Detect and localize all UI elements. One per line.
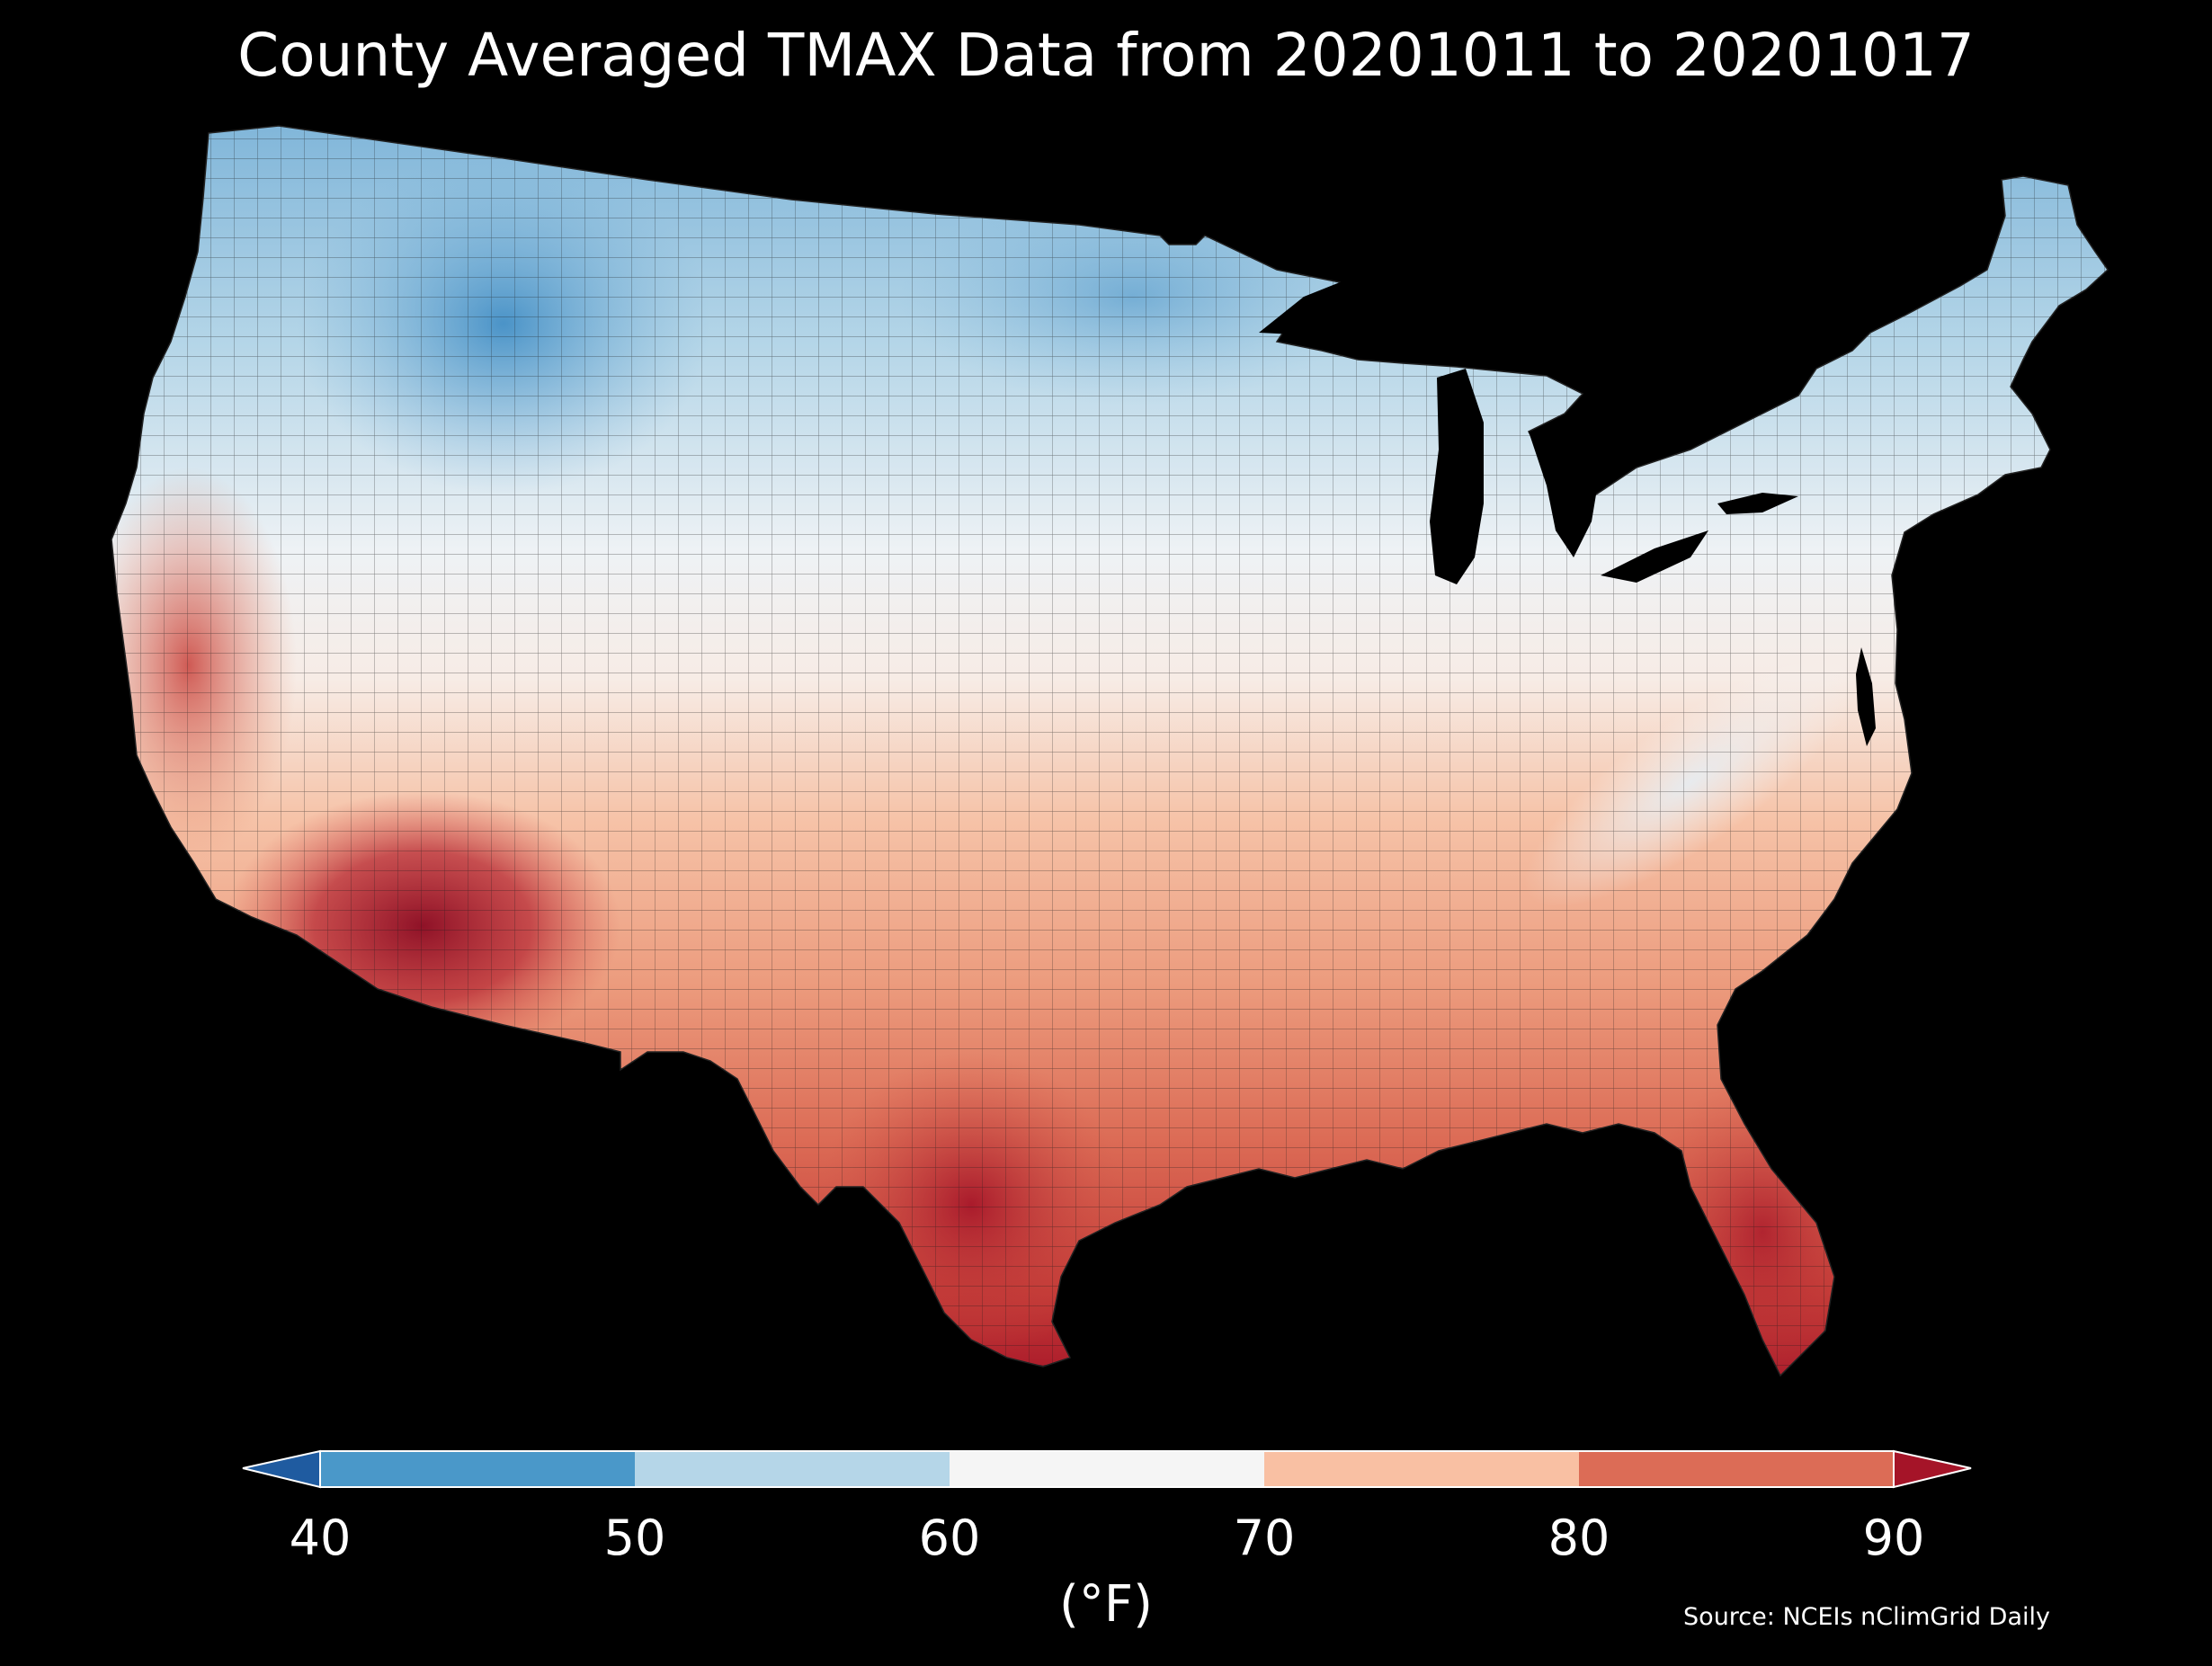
- colorbar-unit-label: (°F): [1059, 1575, 1153, 1634]
- lake-ontario: [1717, 493, 1798, 514]
- colorbar-bin-50-60: [635, 1451, 950, 1487]
- lake-erie: [1601, 530, 1708, 583]
- colorbar-over-arrow: [1893, 1449, 1972, 1489]
- colorbar-bin-70-80: [1264, 1451, 1579, 1487]
- chesapeake-bay: [1856, 647, 1876, 746]
- colorbar-bin-40-50: [320, 1451, 635, 1487]
- lake-superior: [1259, 279, 1385, 334]
- temperature-colorbar: [242, 1449, 1972, 1489]
- colorbar-tick-label: 70: [1233, 1510, 1296, 1566]
- colorbar-tick-label: 40: [289, 1510, 352, 1566]
- colorbar-under-arrow: [242, 1449, 321, 1489]
- colorbar-tick-label: 80: [1548, 1510, 1610, 1566]
- county-boundaries: [111, 126, 2108, 1376]
- colorbar-bin-60-70: [950, 1451, 1264, 1487]
- county-choropleth-map: [111, 125, 2109, 1376]
- colorbar-tick-label: 50: [603, 1510, 666, 1566]
- lake-huron: [1529, 423, 1601, 557]
- colorbar-bin-80-90: [1579, 1451, 1894, 1487]
- lake-michigan: [1430, 369, 1484, 584]
- source-note: Source: NCEIs nClimGrid Daily: [1683, 1603, 2050, 1631]
- colorbar-tick-label: 60: [918, 1510, 981, 1566]
- map-title: County Averaged TMAX Data from 20201011 …: [237, 21, 1975, 90]
- colorbar-frame: [319, 1450, 1895, 1488]
- conus-temperature-field: [111, 126, 2108, 1376]
- colorbar-tick-label: 90: [1862, 1510, 1925, 1566]
